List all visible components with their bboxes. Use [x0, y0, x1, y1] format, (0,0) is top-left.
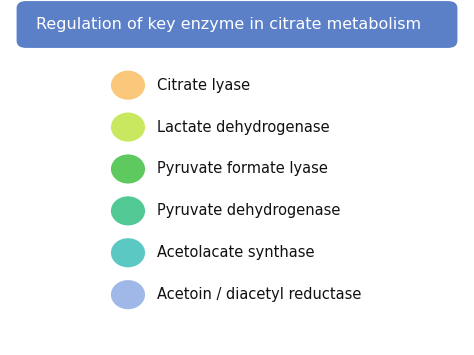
Ellipse shape	[111, 71, 145, 100]
Ellipse shape	[111, 154, 145, 184]
Text: Lactate dehydrogenase: Lactate dehydrogenase	[157, 120, 329, 135]
Text: Citrate lyase: Citrate lyase	[157, 78, 250, 93]
Ellipse shape	[111, 196, 145, 225]
Ellipse shape	[111, 280, 145, 309]
Text: Acetolacate synthase: Acetolacate synthase	[157, 245, 314, 260]
Ellipse shape	[111, 113, 145, 142]
Ellipse shape	[111, 238, 145, 267]
Text: Pyruvate dehydrogenase: Pyruvate dehydrogenase	[157, 203, 340, 218]
Text: Acetoin / diacetyl reductase: Acetoin / diacetyl reductase	[157, 287, 361, 302]
Text: Pyruvate formate lyase: Pyruvate formate lyase	[157, 162, 328, 176]
FancyBboxPatch shape	[17, 1, 457, 48]
Text: Regulation of key enzyme in citrate metabolism: Regulation of key enzyme in citrate meta…	[36, 17, 421, 32]
